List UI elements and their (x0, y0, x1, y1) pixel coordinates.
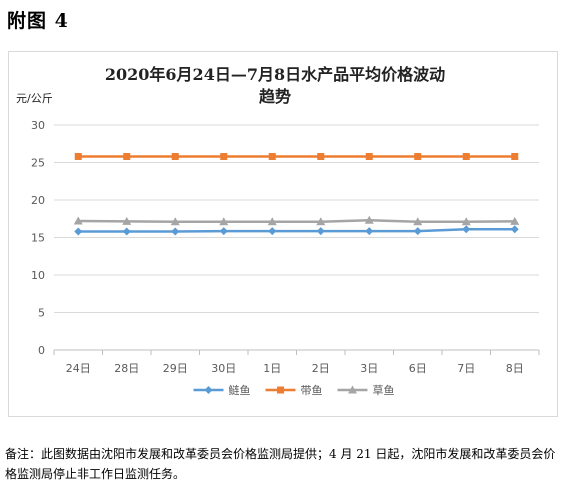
grid-layer (54, 124, 539, 351)
data-point (74, 153, 82, 160)
data-point (268, 227, 277, 236)
data-point (316, 217, 326, 226)
data-point (364, 215, 374, 224)
chart-title-line-1: 2020年6月24日—7月8日水产品平均价格波动 (105, 65, 445, 84)
data-point (414, 153, 422, 160)
y-tick-label: 30 (31, 119, 45, 132)
data-point (73, 216, 83, 225)
y-tick-label: 25 (31, 157, 45, 170)
chart-title-line-2: 趋势 (259, 87, 291, 106)
x-tick-label: 29日 (163, 362, 188, 375)
axis-layer: 0 5 10 15 20 25 30 24日 28日 29日 30日 1日 2日 3日 6日 7日 8日 (31, 119, 540, 375)
price-trend-chart: 2020年6月24日—7月8日水产品平均价格波动 趋势 元/公斤 0 5 10 15 2… (8, 51, 558, 417)
data-point (511, 153, 519, 160)
x-tick-label: 30日 (211, 362, 236, 375)
y-tick-label: 0 (38, 344, 45, 357)
appendix-heading: 附图 4 (7, 10, 69, 32)
x-tick-label: 28日 (114, 362, 139, 375)
data-point (171, 227, 180, 236)
data-point (122, 227, 131, 236)
data-point (316, 227, 325, 236)
x-tick-label: 8日 (506, 362, 524, 375)
y-tick-label: 20 (31, 194, 45, 207)
y-tick-label: 5 (38, 307, 45, 320)
x-tick-label: 3日 (360, 362, 378, 375)
data-point (365, 227, 374, 236)
series-line-0 (78, 228, 515, 233)
data-point (220, 153, 228, 160)
x-tick-label: 1日 (263, 362, 281, 375)
data-point (365, 153, 373, 160)
x-tick-label: 2日 (312, 362, 330, 375)
data-point (510, 225, 519, 234)
data-point (122, 216, 132, 225)
chart-canvas: 2020年6月24日—7月8日水产品平均价格波动 趋势 元/公斤 0 5 10 15 2… (16, 65, 540, 397)
x-tick-label: 6日 (409, 362, 427, 375)
x-tick-label: 24日 (66, 362, 91, 375)
footnote: 备注：此图数据由沈阳市发展和改革委员会价格监测局提供；4 月 21 日起，沈阳市… (5, 447, 556, 481)
legend-marker (204, 386, 213, 394)
data-point (74, 227, 83, 236)
data-point (413, 227, 422, 236)
series-layer (73, 153, 520, 236)
legend-marker (277, 386, 284, 394)
data-point (461, 217, 471, 226)
data-point (317, 153, 325, 160)
data-point (170, 217, 180, 226)
data-point (268, 153, 276, 160)
data-point (267, 217, 277, 226)
data-point (462, 153, 470, 160)
y-axis-unit-label: 元/公斤 (16, 92, 53, 105)
legend-label: 带鱼 (301, 383, 323, 397)
data-point (123, 153, 131, 160)
x-tick-label: 7日 (457, 362, 475, 375)
legend-label: 鲢鱼 (229, 383, 251, 397)
data-point (219, 217, 229, 226)
data-point (171, 153, 179, 160)
legend-marker (348, 385, 357, 394)
legend: 鲢鱼 带鱼 草鱼 (193, 383, 395, 397)
data-point (219, 227, 228, 236)
data-point (462, 225, 471, 234)
data-point (413, 217, 423, 226)
legend-label: 草鱼 (373, 383, 395, 397)
series-line-2 (78, 219, 515, 223)
y-tick-label: 10 (31, 269, 45, 282)
y-tick-label: 15 (31, 232, 45, 245)
data-point (510, 216, 520, 225)
